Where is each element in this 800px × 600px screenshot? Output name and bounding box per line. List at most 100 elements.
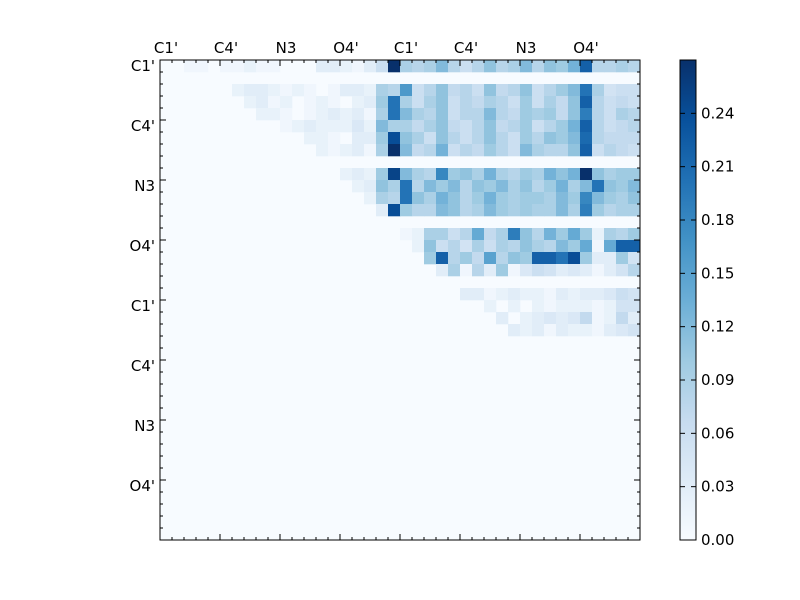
heatmap-cell	[556, 60, 569, 73]
heatmap-cell	[268, 60, 281, 73]
heatmap-cell	[424, 120, 437, 133]
heatmap-cell	[544, 204, 557, 217]
heatmap-cell	[544, 84, 557, 97]
heatmap-cell	[508, 132, 521, 145]
heatmap-cell	[568, 252, 581, 265]
heatmap-cell	[556, 228, 569, 241]
heatmap-cell	[340, 60, 353, 73]
heatmap-cell	[244, 96, 257, 109]
heatmap-cell	[436, 84, 449, 97]
heatmap-cell	[556, 240, 569, 253]
heatmap-cell	[424, 180, 437, 193]
heatmap-cell	[220, 60, 233, 73]
heatmap-cell	[592, 168, 605, 181]
heatmap-cell	[304, 96, 317, 109]
heatmap-cell	[388, 60, 401, 73]
heatmap-cell	[604, 312, 617, 325]
heatmap-cell	[484, 84, 497, 97]
heatmap-cell	[604, 252, 617, 265]
heatmap-cell	[532, 300, 545, 313]
heatmap-cell	[376, 192, 389, 205]
heatmap-cell	[592, 252, 605, 265]
heatmap-cell	[520, 240, 533, 253]
heatmap-cell	[328, 144, 341, 157]
heatmap-cell	[496, 288, 509, 301]
heatmap-cell	[532, 252, 545, 265]
colorbar: 0.00 0.03 0.06 0.09 0.12 0.15 0.18 0.21 0.24	[679, 59, 734, 549]
heatmap-cell	[556, 264, 569, 277]
heatmap-cell	[520, 144, 533, 157]
heatmap-cell	[352, 108, 365, 121]
heatmap-cell	[472, 264, 485, 277]
heatmap-cell	[628, 288, 641, 301]
heatmap-cell	[616, 180, 629, 193]
heatmap-cell	[580, 108, 593, 121]
heatmap-cell	[268, 84, 281, 97]
heatmap-cell	[496, 120, 509, 133]
heatmap-cell	[628, 144, 641, 157]
heatmap-cell	[460, 108, 473, 121]
heatmap-cell	[604, 288, 617, 301]
heatmap-cell	[316, 60, 329, 73]
heatmap-cell	[592, 180, 605, 193]
heatmap-cell	[316, 96, 329, 109]
heatmap-cell	[484, 132, 497, 145]
heatmap-cell	[400, 192, 413, 205]
heatmap-cell	[508, 324, 521, 337]
heatmap-cell	[580, 192, 593, 205]
heatmap-cell	[544, 240, 557, 253]
heatmap-cell	[400, 168, 413, 181]
heatmap-cell	[376, 168, 389, 181]
heatmap-cell	[556, 300, 569, 313]
heatmap-cell	[616, 228, 629, 241]
heatmap-cell	[268, 96, 281, 109]
heatmap-cell	[604, 300, 617, 313]
heatmap-cell	[520, 288, 533, 301]
heatmap-cell	[544, 144, 557, 157]
heatmap-cell	[412, 228, 425, 241]
x-tick-label: C1'	[394, 39, 418, 57]
heatmap-cell	[484, 96, 497, 109]
heatmap-cell	[400, 108, 413, 121]
heatmap-cell	[496, 144, 509, 157]
heatmap-cell	[436, 96, 449, 109]
heatmap-cell	[448, 168, 461, 181]
heatmap-cell	[340, 144, 353, 157]
heatmap-cell	[352, 84, 365, 97]
heatmap-cell	[556, 192, 569, 205]
y-tick-label: N3	[134, 177, 155, 195]
heatmap-cell	[376, 120, 389, 133]
heatmap-cell	[460, 288, 473, 301]
heatmap-cell	[604, 144, 617, 157]
heatmap-cell	[232, 60, 245, 73]
x-tick-label: N3	[516, 39, 537, 57]
heatmap-cell	[424, 240, 437, 253]
heatmap-cell	[484, 144, 497, 157]
heatmap-cell	[196, 60, 209, 73]
heatmap-cell	[400, 84, 413, 97]
heatmap-cell	[388, 168, 401, 181]
heatmap-cell	[520, 168, 533, 181]
heatmap-cell	[436, 264, 449, 277]
heatmap-cell	[532, 168, 545, 181]
heatmap-cell	[580, 252, 593, 265]
heatmap-cell	[424, 144, 437, 157]
heatmap-cell	[616, 144, 629, 157]
heatmap-cell	[568, 288, 581, 301]
heatmap-cell	[628, 252, 641, 265]
heatmap-cell	[496, 108, 509, 121]
heatmap-cell	[436, 180, 449, 193]
heatmap-cell	[472, 180, 485, 193]
heatmap-cell	[604, 120, 617, 133]
heatmap-cell	[544, 300, 557, 313]
heatmap-cell	[244, 84, 257, 97]
heatmap-cell	[592, 240, 605, 253]
heatmap-cell	[496, 264, 509, 277]
heatmap-cell	[604, 228, 617, 241]
heatmap-cell	[568, 84, 581, 97]
heatmap-cell	[544, 132, 557, 145]
heatmap-cell	[568, 300, 581, 313]
heatmap-cell	[556, 144, 569, 157]
heatmap-cell	[304, 84, 317, 97]
heatmap-cell	[616, 96, 629, 109]
